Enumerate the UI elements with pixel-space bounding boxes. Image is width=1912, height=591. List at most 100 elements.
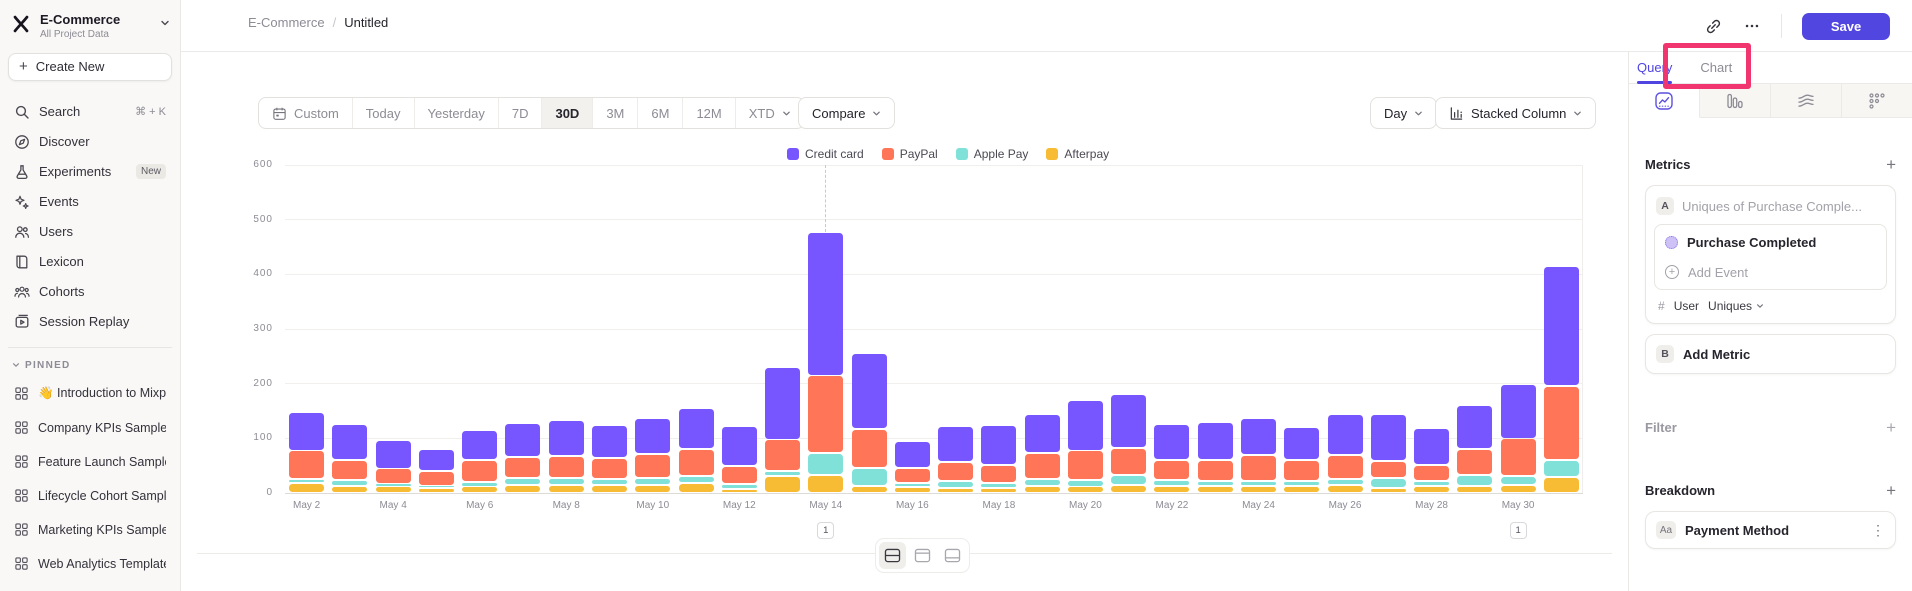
tab-query[interactable]: Query	[1637, 52, 1673, 84]
breadcrumb-project[interactable]: E-Commerce	[248, 15, 325, 30]
save-button[interactable]: Save	[1802, 12, 1890, 40]
bar-may-11[interactable]	[678, 165, 714, 493]
project-switcher[interactable]: E-Commerce All Project Data	[8, 10, 172, 53]
share-link-icon[interactable]	[1704, 17, 1723, 36]
tab-insights[interactable]	[1629, 84, 1700, 118]
breadcrumb-report-title[interactable]: Untitled	[344, 15, 389, 30]
add-breakdown-plus-icon[interactable]: +	[1886, 481, 1896, 500]
tab-flows[interactable]	[1771, 84, 1842, 118]
range-today[interactable]: Today	[353, 98, 415, 128]
tab-funnels[interactable]	[1700, 84, 1771, 118]
bar-may-21[interactable]	[1111, 165, 1147, 493]
bar-may-17[interactable]	[938, 165, 974, 493]
bar-may-5[interactable]	[418, 165, 454, 493]
range-12m[interactable]: 12M	[683, 98, 736, 128]
pinned-board-item[interactable]: Web Analytics Template	[8, 547, 172, 581]
range-30d[interactable]: 30D	[542, 98, 594, 128]
sidebar-item-discover[interactable]: Discover	[8, 127, 172, 157]
more-options-icon[interactable]	[1743, 17, 1761, 35]
breakdown-property-card[interactable]: Aa Payment Method ⋮	[1645, 511, 1896, 549]
bar-may-22[interactable]	[1154, 165, 1190, 493]
bar-may-10[interactable]	[635, 165, 671, 493]
metric-name-row[interactable]: A Uniques of Purchase Comple...	[1654, 194, 1887, 224]
bar-may-28[interactable]	[1414, 165, 1450, 493]
bar-may-4[interactable]	[375, 165, 411, 493]
bar-may-30[interactable]	[1500, 165, 1536, 493]
tab-chart[interactable]: Chart	[1700, 60, 1733, 75]
bar-may-9[interactable]	[592, 165, 627, 493]
aggregation-type-dropdown[interactable]: Uniques	[1708, 299, 1764, 313]
bar-may-24[interactable]	[1241, 165, 1276, 493]
add-filter-plus-icon[interactable]: +	[1886, 418, 1896, 437]
sidebar-item-users[interactable]: Users	[8, 217, 172, 247]
legend-item-credit-card[interactable]: Credit card	[787, 147, 864, 161]
metrics-section-title: Metrics	[1645, 157, 1691, 172]
legend-item-apple-pay[interactable]: Apple Pay	[955, 147, 1028, 161]
create-new-button[interactable]: + Create New	[8, 52, 172, 81]
bar-may-14[interactable]	[808, 165, 844, 493]
range-custom[interactable]: Custom	[259, 98, 353, 128]
compare-button[interactable]: Compare	[798, 97, 896, 129]
legend-item-afterpay[interactable]: Afterpay	[1046, 147, 1109, 161]
sidebar-item-events[interactable]: Events	[8, 187, 172, 217]
add-metric-plus-icon[interactable]: +	[1886, 155, 1896, 174]
sidebar-item-search[interactable]: Search ⌘ + K	[8, 97, 172, 127]
pinned-board-item[interactable]: Lifecycle Cohort Sample Temp	[8, 479, 172, 513]
sidebar-item-session-replay[interactable]: Session Replay	[8, 307, 172, 337]
topbar: E-Commerce / Untitled Save	[181, 0, 1912, 52]
range-yesterday[interactable]: Yesterday	[415, 98, 499, 128]
bar-may-25[interactable]	[1284, 165, 1320, 493]
range-3m[interactable]: 3M	[593, 98, 639, 128]
tab-retention[interactable]	[1842, 84, 1912, 118]
bar-may-18[interactable]	[981, 165, 1017, 493]
kebab-menu-icon[interactable]: ⋮	[1871, 521, 1885, 538]
session-replay-icon	[14, 314, 30, 330]
sidebar-item-cohorts[interactable]: Cohorts	[8, 277, 172, 307]
bar-segment-afterpay	[851, 486, 887, 493]
bar-may-8[interactable]	[548, 165, 584, 493]
annotation-badge[interactable]: 1	[1509, 522, 1527, 539]
aggregation-entity[interactable]: User	[1673, 299, 1700, 313]
bar-may-2[interactable]	[289, 165, 325, 493]
bar-may-3[interactable]	[332, 165, 368, 493]
granularity-button[interactable]: Day	[1370, 97, 1438, 129]
annotation-badge[interactable]: 1	[817, 522, 835, 539]
pinned-board-item[interactable]: Feature Launch Sample Templa	[8, 445, 172, 479]
bar-may-15[interactable]	[851, 165, 887, 493]
aggregation-row[interactable]: # User Uniques	[1654, 290, 1887, 315]
sidebar-item-lexicon[interactable]: Lexicon	[8, 247, 172, 277]
bar-segment-paypal	[1327, 456, 1363, 478]
sidebar-item-experiments[interactable]: Experiments New	[8, 157, 172, 187]
pinned-section-header[interactable]: PINNED	[8, 358, 172, 377]
bar-may-26[interactable]	[1327, 165, 1363, 493]
event-row[interactable]: Purchase Completed	[1655, 227, 1886, 257]
pinned-board-item[interactable]: 👋 Introduction to Mixpanel Bo	[8, 377, 172, 411]
range-7d[interactable]: 7D	[499, 98, 543, 128]
bar-may-6[interactable]	[462, 165, 498, 493]
table-only-view-toggle[interactable]	[939, 542, 966, 569]
bar-may-19[interactable]	[1024, 165, 1060, 493]
bar-may-31[interactable]	[1543, 165, 1579, 493]
add-metric-card[interactable]: B Add Metric	[1645, 334, 1896, 374]
bar-may-20[interactable]	[1067, 165, 1103, 493]
chart-type-button[interactable]: Stacked Column	[1435, 97, 1597, 129]
bar-may-16[interactable]	[894, 165, 930, 493]
range-6m[interactable]: 6M	[638, 98, 684, 128]
bar-may-12[interactable]	[721, 165, 757, 493]
pinned-board-item[interactable]: Marketing KPIs Sample Templat	[8, 513, 172, 547]
pinned-board-label: Company KPIs Sample Templat	[38, 420, 166, 435]
bar-segment-apple-pay	[981, 483, 1017, 487]
y-axis-label: 200	[253, 377, 273, 389]
bar-may-23[interactable]	[1197, 165, 1233, 493]
split-view-toggle[interactable]	[879, 542, 906, 569]
pinned-board-item[interactable]: Company KPIs Sample Templat	[8, 411, 172, 445]
bar-may-13[interactable]	[765, 165, 801, 493]
bar-segment-afterpay	[938, 489, 974, 493]
legend-item-paypal[interactable]: PayPal	[881, 147, 938, 161]
bar-may-29[interactable]	[1457, 165, 1493, 493]
add-event-row[interactable]: + Add Event	[1655, 257, 1886, 287]
chart-only-view-toggle[interactable]	[909, 542, 936, 569]
range-xtd[interactable]: XTD	[736, 98, 804, 128]
bar-may-7[interactable]	[505, 165, 541, 493]
bar-may-27[interactable]	[1370, 165, 1406, 493]
